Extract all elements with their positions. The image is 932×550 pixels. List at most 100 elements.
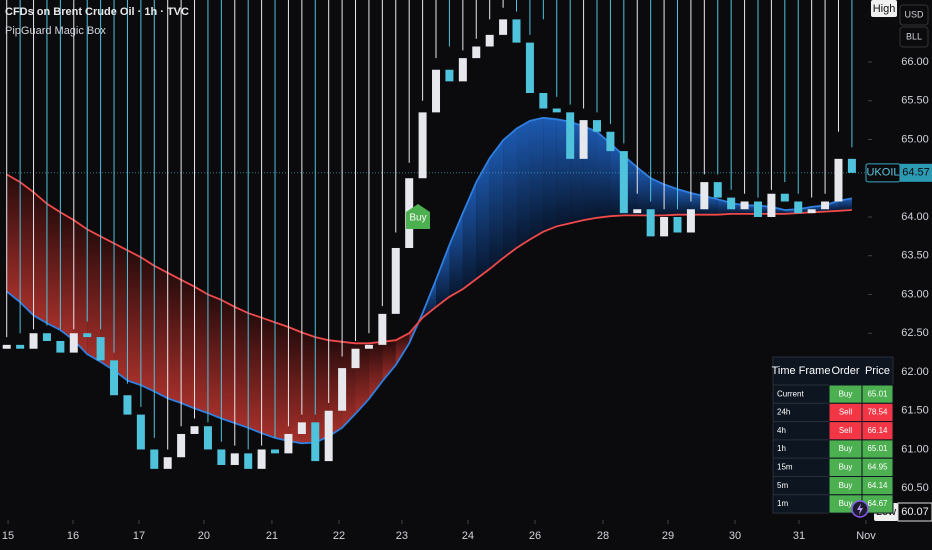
ma-band (114, 243, 128, 381)
candle-body (847, 158, 856, 173)
ma-band (449, 213, 463, 297)
ma-band (382, 340, 396, 382)
ma-band (248, 313, 262, 434)
table-cell: Buy (839, 462, 853, 471)
candle-body (150, 449, 159, 469)
last-price-label: 64.57 (902, 167, 930, 179)
ma-band (301, 332, 316, 444)
candle-body (378, 313, 387, 345)
table-cell: Buy (839, 389, 853, 398)
table-header: Time Frame (772, 365, 831, 377)
ma-band (677, 189, 691, 215)
y-tick-label: 62.50 (901, 327, 929, 339)
y-tick-label: 61.00 (901, 443, 929, 455)
signal-marker (406, 204, 430, 229)
unit-box[interactable] (899, 26, 929, 48)
candle-body (566, 112, 575, 159)
candle-body (257, 449, 266, 469)
ma-band (33, 192, 47, 324)
ma-band (489, 140, 504, 269)
table-cell: 64.67 (867, 499, 888, 508)
candle-body (713, 182, 722, 198)
candle-body (69, 333, 78, 353)
table-cell: 65.01 (867, 389, 888, 398)
candle-body (579, 120, 588, 159)
x-tick-label: 24 (462, 530, 474, 542)
candle-body (753, 201, 762, 217)
candle-body (96, 337, 105, 361)
y-tick-label: 66.00 (901, 56, 929, 68)
candle-body (203, 426, 212, 450)
ma-band (516, 120, 530, 248)
candle-body (499, 19, 508, 35)
low-value: 60.07 (901, 506, 929, 518)
candle-body (445, 69, 454, 82)
ma-band (154, 265, 168, 399)
y-tick-label: 62.00 (901, 366, 929, 378)
candle-body (16, 344, 25, 349)
x-tick-label: 29 (662, 530, 674, 542)
candle-body (136, 414, 145, 450)
candle-body (177, 433, 186, 458)
x-tick-label: 15 (2, 530, 14, 542)
ma-band (650, 178, 665, 216)
table-cell: Current (777, 389, 804, 398)
moving-average (6, 173, 852, 345)
y-tick-label: 65.50 (901, 95, 929, 107)
ma-band (181, 279, 195, 409)
candle-body (646, 209, 655, 237)
ma-band (462, 182, 477, 290)
currency-box[interactable] (899, 4, 929, 26)
table-cell: Buy (839, 444, 853, 453)
high-label: High (873, 3, 896, 15)
candle-body (619, 151, 628, 214)
ma-band (543, 117, 557, 232)
candle-body (190, 426, 199, 434)
candle-body (217, 449, 226, 465)
table-cell: Sell (839, 408, 853, 417)
ma-band (637, 167, 651, 216)
candle-body (56, 340, 65, 353)
y-tick-label: 65.00 (901, 133, 929, 145)
candle-body (740, 201, 749, 210)
table-cell: 1m (777, 499, 788, 508)
x-tick-label: 30 (729, 530, 741, 542)
ma-band (261, 317, 276, 438)
candle-body (807, 209, 816, 214)
candle-body (539, 92, 548, 109)
table-cell: 65.01 (867, 444, 888, 453)
table-header: Order (831, 365, 859, 377)
ma-band (46, 203, 61, 331)
candle-body (821, 201, 830, 210)
signal-label: Buy (409, 213, 426, 224)
x-tick-label: 21 (266, 530, 278, 542)
candle-body (472, 46, 481, 59)
candle-body (230, 453, 239, 465)
candle-body (297, 422, 306, 434)
x-tick-label: 31 (793, 530, 805, 542)
table-cell: 5m (777, 481, 788, 490)
candle-body (42, 333, 51, 341)
ma-band (664, 184, 678, 216)
y-tick-label: 63.00 (901, 288, 929, 300)
candle-body (123, 395, 132, 415)
candle-body (834, 158, 843, 202)
ma-band (100, 236, 115, 371)
ma-band (597, 131, 611, 218)
table-cell: 4h (777, 426, 786, 435)
ma-band (127, 250, 141, 386)
x-tick-label: 16 (67, 530, 79, 542)
ma-band (60, 212, 74, 341)
ma-band (207, 294, 222, 419)
low-value-box (897, 502, 932, 522)
candle-body (284, 433, 293, 454)
candle-body (432, 69, 441, 113)
table-cell: Sell (839, 426, 853, 435)
ma-band (529, 117, 544, 240)
candle-body (338, 368, 347, 411)
candle-body (552, 108, 561, 113)
unit-label: BLL (906, 31, 922, 41)
candle-body (83, 333, 92, 338)
